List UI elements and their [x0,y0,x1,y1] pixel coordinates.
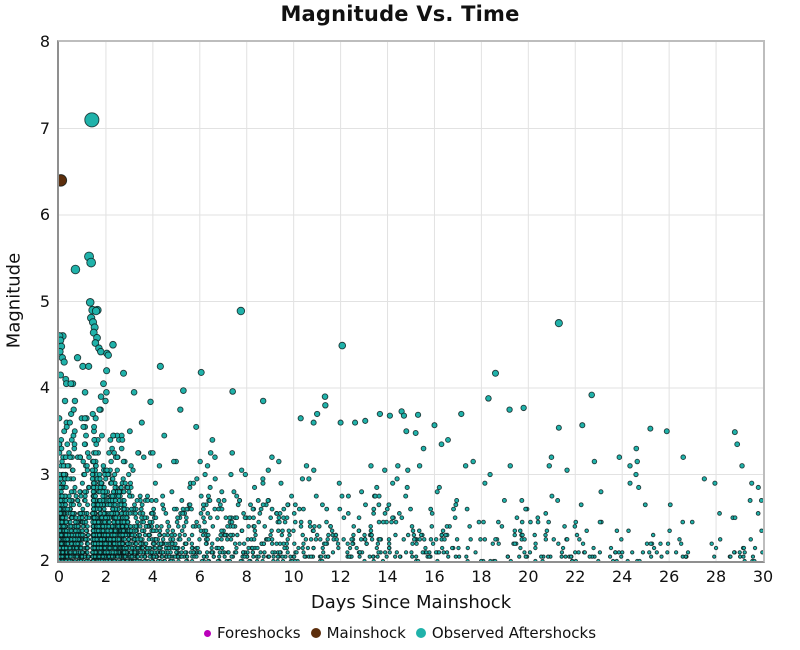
y-tick-label-7: 7 [39,118,50,138]
y-tick-label-6: 6 [39,205,50,224]
plot-frame [57,40,765,563]
y-tick-label-2: 2 [39,551,50,570]
x-tick-label-2: 2 [100,567,112,586]
x-tick-label-14: 14 [377,567,398,586]
chart-title: Magnitude Vs. Time [280,2,520,26]
x-tick-label-4: 4 [147,567,158,586]
x-tick-label-30: 30 [752,567,774,586]
legend-label-foreshocks: Foreshocks [216,624,301,642]
x-tick-label-6: 6 [194,567,205,586]
y-tick-label-5: 5 [39,291,50,311]
legend-item-observed-aftershocks: Observed Aftershocks [415,624,597,642]
y-tick-label-8: 8 [39,32,50,51]
x-tick-label-10: 10 [283,567,304,586]
x-tick-label-8: 8 [241,567,252,586]
x-tick-label-28: 28 [705,567,727,586]
x-tick-label-24: 24 [612,567,633,586]
x-tick-label-22: 22 [565,567,586,586]
legend-label-mainshock: Mainshock [326,624,406,642]
observed-aftershocks-marker-icon [415,628,426,638]
y-tick-label-3: 3 [39,464,50,484]
y-tick-label-4: 4 [39,378,50,397]
x-tick-label-18: 18 [471,567,492,586]
foreshocks-marker-icon [203,629,211,637]
mainshock-marker-icon [310,628,321,638]
legend-item-mainshock: Mainshock [310,624,406,642]
x-tick-label-16: 16 [424,567,445,586]
legend-label-observed-aftershocks: Observed Aftershocks [431,624,597,642]
x-tick-label-0: 0 [53,567,65,586]
legend-item-foreshocks: Foreshocks [203,624,301,642]
x-axis-label: Days Since Mainshock [310,592,512,613]
x-tick-label-26: 26 [658,567,680,586]
plot-area [59,42,763,561]
legend: Foreshocks Mainshock Observed Aftershock… [0,624,800,642]
x-tick-label-20: 20 [518,567,539,586]
x-tick-label-12: 12 [330,567,351,586]
